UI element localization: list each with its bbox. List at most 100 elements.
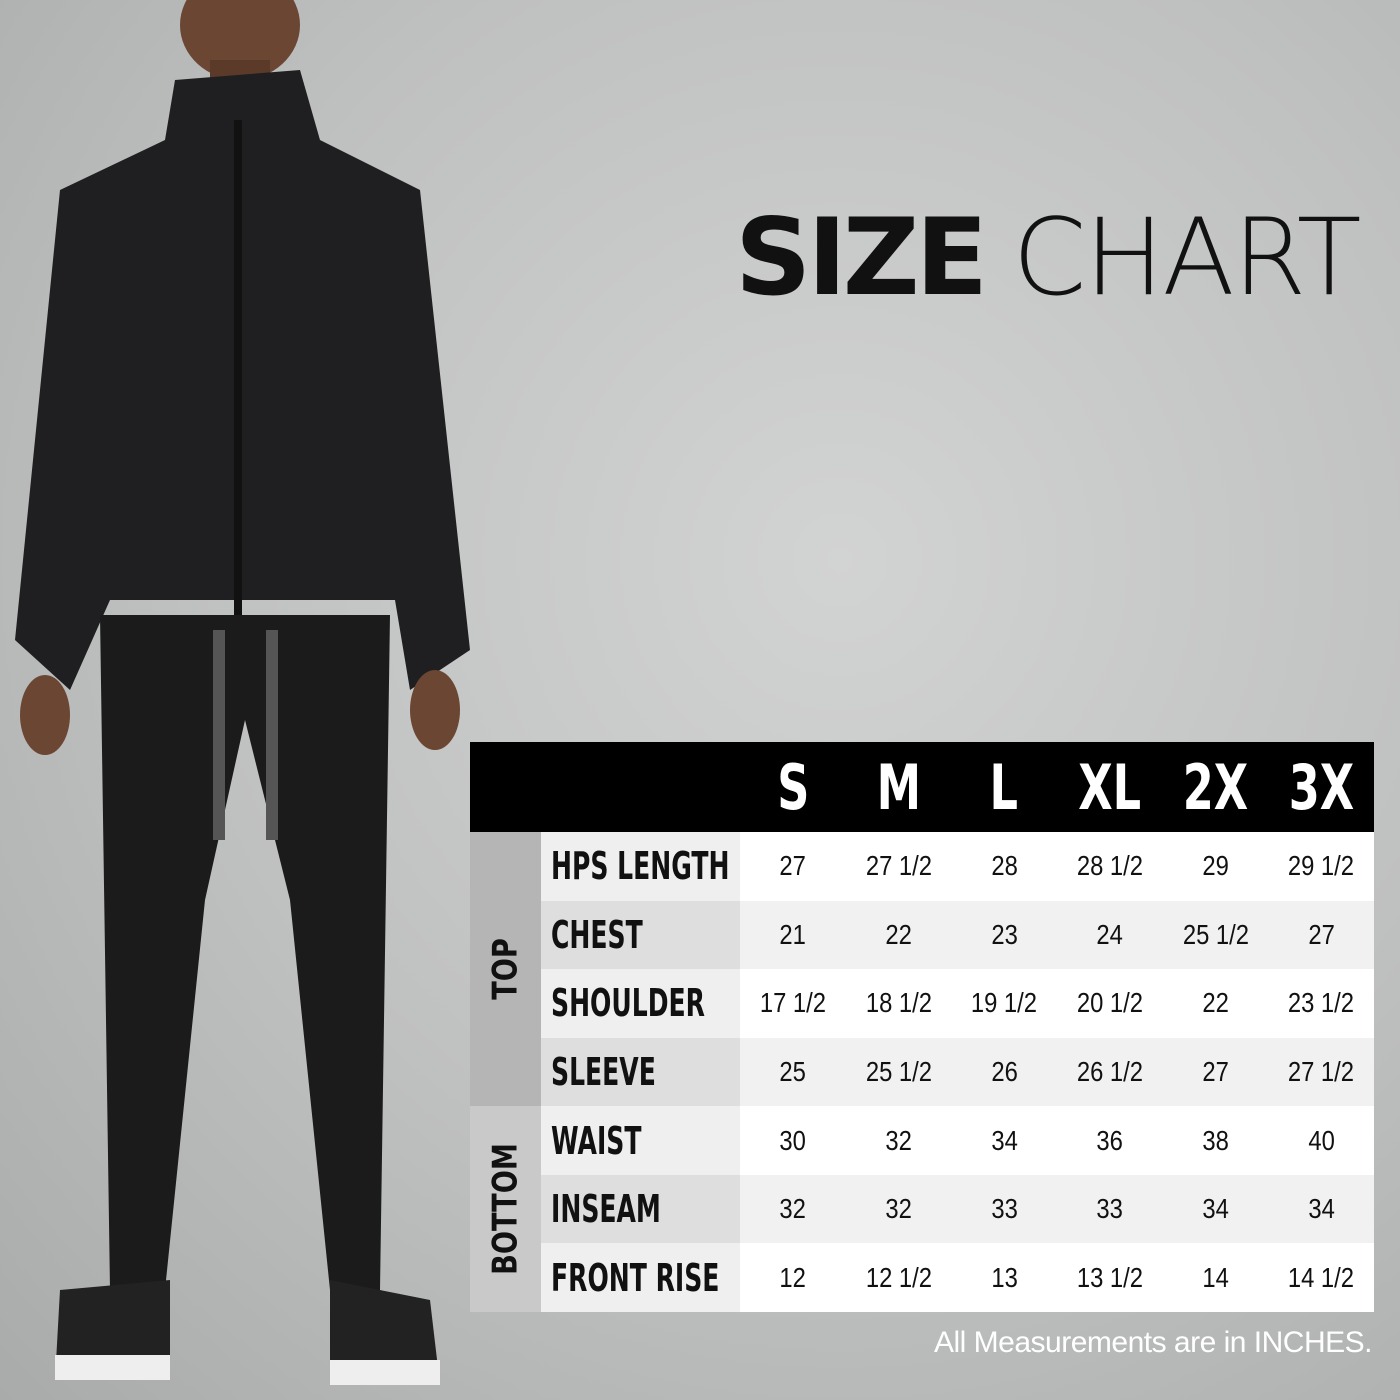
table-cell: 12	[740, 1243, 846, 1312]
table-cell: 24	[1056, 900, 1163, 970]
table-cell: 34	[951, 1106, 1057, 1175]
row-label: WAIST	[541, 1106, 740, 1175]
table-cell: 26	[951, 1037, 1057, 1107]
table-cell-text: 34	[1202, 1193, 1229, 1225]
table-cell: 32	[845, 1106, 952, 1175]
table-cell-text: 14	[1202, 1261, 1229, 1293]
table-cell-text: 27 1/2	[1288, 1055, 1355, 1087]
row-label-text: SHOULDER	[551, 981, 705, 1026]
page-title: SIZE CHART	[735, 196, 1362, 319]
table-cell-text: 38	[1202, 1124, 1229, 1156]
size-header: XL	[1056, 742, 1163, 832]
group-label: TOP	[470, 832, 541, 1107]
group-label: BOTTOM	[470, 1106, 541, 1312]
group-label-text: TOP	[485, 938, 526, 1000]
table-cell-text: 29 1/2	[1288, 850, 1355, 882]
row-label: SLEEVE	[541, 1037, 740, 1107]
table-cell: 40	[1268, 1106, 1374, 1175]
table-cell: 21	[740, 900, 846, 970]
table-cell: 18 1/2	[845, 969, 952, 1038]
table-cell: 23	[951, 900, 1057, 970]
table-cell: 30	[740, 1106, 846, 1175]
table-cell-text: 33	[1096, 1193, 1124, 1225]
table-cell: 27	[740, 832, 846, 901]
table-cell-text: 27	[1202, 1055, 1229, 1087]
row-label-text: FRONT RISE	[551, 1255, 720, 1300]
row-label-text: CHEST	[551, 912, 643, 957]
size-header: 3X	[1268, 742, 1374, 832]
table-cell-text: 28 1/2	[1076, 850, 1143, 882]
size-header-text: XL	[1078, 750, 1142, 824]
header-blank	[470, 742, 740, 832]
table-cell-text: 22	[1202, 987, 1229, 1019]
table-cell-text: 12 1/2	[865, 1261, 932, 1293]
title-bold: SIZE	[735, 196, 988, 319]
row-label-text: HPS LENGTH	[551, 844, 730, 889]
table-cell: 23 1/2	[1268, 969, 1374, 1038]
row-label: CHEST	[541, 900, 740, 970]
table-cell: 20 1/2	[1056, 969, 1163, 1038]
table-cell-text: 32	[885, 1124, 912, 1156]
table-cell-text: 34	[1307, 1193, 1335, 1225]
table-cell-text: 25	[779, 1055, 807, 1087]
table-cell: 26 1/2	[1056, 1037, 1163, 1107]
table-cell: 34	[1268, 1174, 1374, 1244]
table-cell: 29	[1162, 832, 1269, 901]
row-label: SHOULDER	[541, 969, 740, 1038]
table-cell-text: 30	[779, 1124, 807, 1156]
size-header-text: L	[989, 750, 1019, 824]
table-cell-text: 27 1/2	[865, 850, 932, 882]
row-label-text: INSEAM	[551, 1187, 661, 1232]
table-cell: 27 1/2	[845, 832, 952, 901]
table-cell: 19 1/2	[951, 969, 1057, 1038]
table-cell-text: 25 1/2	[1182, 918, 1249, 950]
table-cell-text: 12	[779, 1261, 807, 1293]
size-header: 2X	[1162, 742, 1269, 832]
table-cell-text: 25 1/2	[865, 1055, 932, 1087]
table-cell: 13	[951, 1243, 1057, 1312]
table-cell: 14 1/2	[1268, 1243, 1374, 1312]
table-cell: 25 1/2	[845, 1037, 952, 1107]
table-cell: 25	[740, 1037, 846, 1107]
table-cell-text: 13 1/2	[1076, 1261, 1143, 1293]
size-table: S M L XL 2X 3X TOP BOTTOM HPS LENGTH 27 27 1/2 28 28…	[470, 742, 1374, 1312]
table-cell: 32	[740, 1174, 846, 1244]
table-cell: 13 1/2	[1056, 1243, 1163, 1312]
size-header: L	[951, 742, 1057, 832]
table-cell-text: 26 1/2	[1076, 1055, 1143, 1087]
table-cell: 27	[1162, 1037, 1269, 1107]
table-cell-text: 27	[779, 850, 807, 882]
table-cell: 17 1/2	[740, 969, 846, 1038]
row-label: HPS LENGTH	[541, 832, 740, 901]
table-cell: 29 1/2	[1268, 832, 1374, 901]
group-label-text: BOTTOM	[485, 1143, 526, 1276]
table-cell: 28	[951, 832, 1057, 901]
table-cell-text: 23 1/2	[1288, 987, 1355, 1019]
measurement-note: All Measurements are in INCHES.	[934, 1326, 1373, 1359]
table-cell-text: 22	[885, 918, 912, 950]
table-cell: 33	[1056, 1174, 1163, 1244]
row-label: INSEAM	[541, 1174, 740, 1244]
table-cell: 36	[1056, 1106, 1163, 1175]
title-light: CHART	[1012, 196, 1362, 319]
table-cell: 38	[1162, 1106, 1269, 1175]
table-cell-text: 34	[990, 1124, 1018, 1156]
table-cell: 33	[951, 1174, 1057, 1244]
table-cell-text: 28	[990, 850, 1018, 882]
table-cell-text: 20 1/2	[1076, 987, 1143, 1019]
table-cell-text: 27	[1307, 918, 1335, 950]
size-header-text: S	[776, 750, 809, 824]
table-cell-text: 18 1/2	[865, 987, 932, 1019]
table-cell-text: 33	[990, 1193, 1018, 1225]
table-cell-text: 36	[1096, 1124, 1124, 1156]
table-cell: 28 1/2	[1056, 832, 1163, 901]
size-header: M	[845, 742, 952, 832]
table-cell: 14	[1162, 1243, 1269, 1312]
table-cell: 32	[845, 1174, 952, 1244]
table-cell: 27 1/2	[1268, 1037, 1374, 1107]
row-label-text: SLEEVE	[551, 1049, 656, 1094]
table-cell: 22	[845, 900, 952, 970]
table-cell-text: 24	[1096, 918, 1124, 950]
model-photo	[15, 0, 470, 1385]
table-cell-text: 14 1/2	[1288, 1261, 1355, 1293]
